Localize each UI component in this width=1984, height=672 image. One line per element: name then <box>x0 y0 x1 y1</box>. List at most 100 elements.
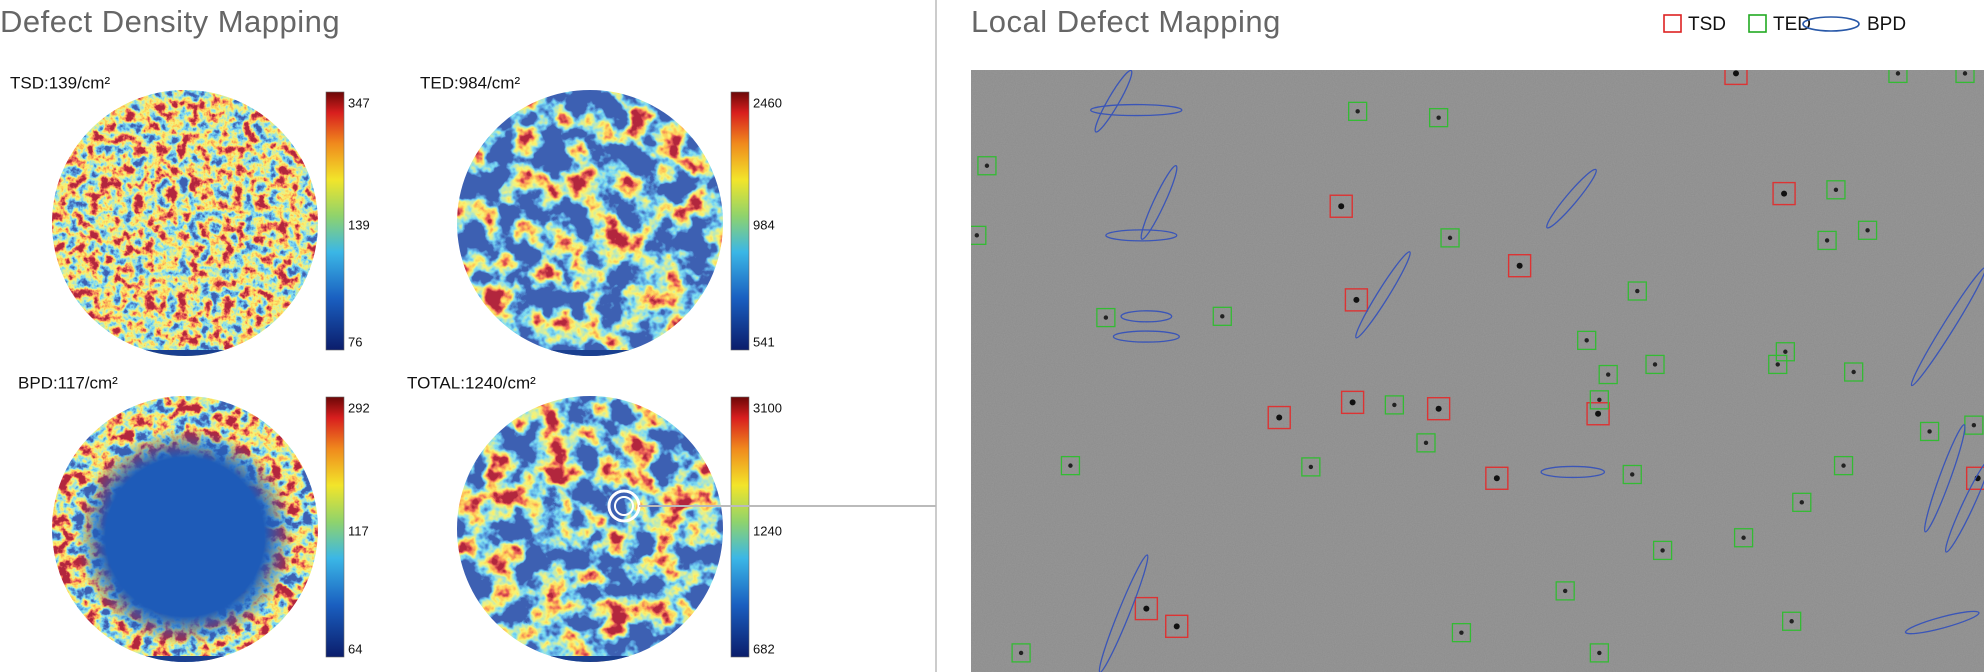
tsd-box <box>1485 466 1509 490</box>
defect-dot <box>1355 109 1360 114</box>
bpd-outline <box>1098 554 1149 672</box>
ted-box <box>1817 230 1837 251</box>
colorbar-tick: 292 <box>348 400 370 415</box>
tsd-box <box>1134 596 1159 621</box>
colorbar-tick: 1240 <box>753 524 782 539</box>
ted-box <box>1733 528 1754 548</box>
legend-swatch <box>1802 16 1860 32</box>
defect-dot <box>1895 71 1901 76</box>
ted-box <box>1589 643 1609 663</box>
defect-dot <box>1781 190 1788 197</box>
ted-box <box>1096 307 1116 328</box>
defect-dot <box>1143 605 1150 612</box>
ted-box <box>1577 330 1597 351</box>
ted-box <box>1833 455 1854 476</box>
wafer-map <box>52 90 318 356</box>
ted-box <box>1451 623 1472 643</box>
defect-dot <box>1493 475 1500 482</box>
bpd-outline <box>1944 459 1984 553</box>
left-title: Defect Density Mapping <box>0 4 340 39</box>
colorbar-tick: 984 <box>753 218 775 233</box>
colorbar-tick: 139 <box>348 218 370 233</box>
tsd-box <box>1965 466 1984 490</box>
wafer-map <box>457 396 723 662</box>
ted-box <box>1589 390 1609 410</box>
ted-box <box>1857 220 1878 240</box>
bpd-outline <box>1090 103 1183 117</box>
legend-swatch <box>1663 14 1682 33</box>
bpd-outline <box>1105 229 1178 242</box>
defect-dot <box>1775 362 1780 367</box>
tsd-box <box>1329 194 1353 218</box>
defect-dot <box>1741 535 1746 540</box>
wafer-flat <box>530 350 650 356</box>
defect-dot <box>1584 338 1589 343</box>
defect-dot <box>1630 472 1635 477</box>
defect-dot <box>1789 619 1794 624</box>
bpd-outline <box>1120 310 1173 323</box>
colorbar-tick: 117 <box>348 524 369 539</box>
ted-box <box>977 156 997 176</box>
ted-box <box>1792 492 1812 512</box>
ted-box <box>1428 108 1449 128</box>
tsd-box <box>1267 405 1291 430</box>
colorbar <box>325 396 345 658</box>
map-label: TED:984/cm² <box>420 73 520 92</box>
defect-dot <box>1597 397 1602 403</box>
colorbar-tick: 3100 <box>753 400 782 415</box>
ted-box <box>1844 362 1864 382</box>
wafers: TSD:139/cm² 347 139 76 TED:984/cm² 2460 984 541… <box>10 73 782 662</box>
defect-dot <box>1865 228 1870 233</box>
bpd-outline <box>1112 330 1180 343</box>
defect-dot <box>1605 372 1611 377</box>
defect-dot <box>1435 405 1442 412</box>
defect-dot <box>1660 548 1665 553</box>
defect-dot <box>1783 349 1788 354</box>
ted-box <box>1645 354 1665 375</box>
ted-box <box>1384 395 1405 415</box>
wafer-center <box>57 409 313 662</box>
wafer-flat <box>125 656 245 662</box>
right-title: Local Defect Mapping <box>971 4 1281 39</box>
legend-label: TSD <box>1688 14 1726 35</box>
bpd-outline <box>1094 70 1133 133</box>
ted-box <box>1416 433 1436 453</box>
colorbar <box>730 91 750 351</box>
ted-box <box>1440 228 1460 248</box>
defect-dot <box>1276 414 1283 421</box>
bpd-outline <box>1910 266 1984 387</box>
wafer-flat <box>530 656 650 662</box>
bpd-outline <box>1140 165 1178 240</box>
defect-dot <box>1018 650 1024 656</box>
defect-dot <box>1971 422 1977 428</box>
tsd-box <box>1772 181 1796 206</box>
wafer-heat <box>457 396 723 662</box>
defect-dot <box>1220 314 1225 319</box>
ted-box <box>1301 457 1321 477</box>
tsd-box <box>1165 614 1189 639</box>
defect-dot <box>1173 623 1180 630</box>
defect-dot <box>1423 440 1429 446</box>
ted-box <box>1775 342 1795 362</box>
defect-dot <box>1459 630 1464 635</box>
ted-box <box>1627 281 1647 301</box>
defect-dot <box>1962 71 1968 76</box>
ted-box <box>1888 70 1908 84</box>
colorbar-tick: 682 <box>753 641 775 656</box>
defect-dot <box>1841 463 1846 468</box>
ted-box <box>1782 611 1802 631</box>
ted-box <box>1768 354 1788 375</box>
wafer-heat <box>457 90 723 356</box>
defect-dot <box>1516 262 1523 269</box>
wafer-flat <box>125 350 245 356</box>
legend-label: BPD <box>1867 14 1906 35</box>
bpd-outline <box>1546 168 1597 229</box>
legend: TSD TED BPD <box>1663 14 1906 35</box>
micrograph <box>971 70 1984 672</box>
defect-dot <box>1392 402 1397 408</box>
ted-box <box>1826 180 1846 200</box>
colorbar-tick: 2460 <box>753 95 782 110</box>
defect-dot <box>1732 70 1739 77</box>
defect-dot <box>1353 296 1360 303</box>
